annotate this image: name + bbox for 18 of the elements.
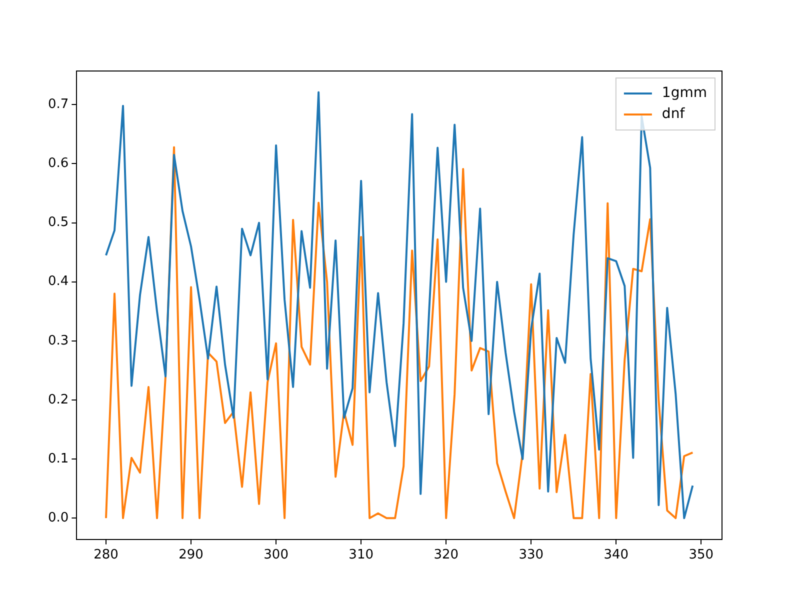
x-tick-label: 350: [688, 548, 714, 563]
y-tick-label: 0.6: [48, 156, 69, 172]
x-tick-label: 320: [434, 548, 459, 563]
y-tick-label: 0.3: [48, 333, 69, 348]
x-tick-label: 310: [348, 548, 374, 563]
x-tick-label: 340: [604, 548, 629, 563]
legend-label: dnf: [662, 106, 686, 122]
y-tick-label: 0.7: [48, 97, 69, 112]
x-tick-label: 330: [518, 548, 544, 563]
y-tick-label: 0.2: [48, 392, 69, 408]
y-tick-label: 0.0: [48, 510, 69, 526]
y-tick-label: 0.5: [48, 215, 69, 230]
y-tick-label: 0.4: [48, 274, 69, 290]
x-tick-label: 290: [178, 548, 204, 563]
x-tick-label: 280: [94, 548, 118, 563]
y-tick-label: 0.1: [48, 451, 69, 466]
legend-label: 1gmm: [662, 85, 708, 102]
x-tick-label: 300: [264, 548, 288, 563]
